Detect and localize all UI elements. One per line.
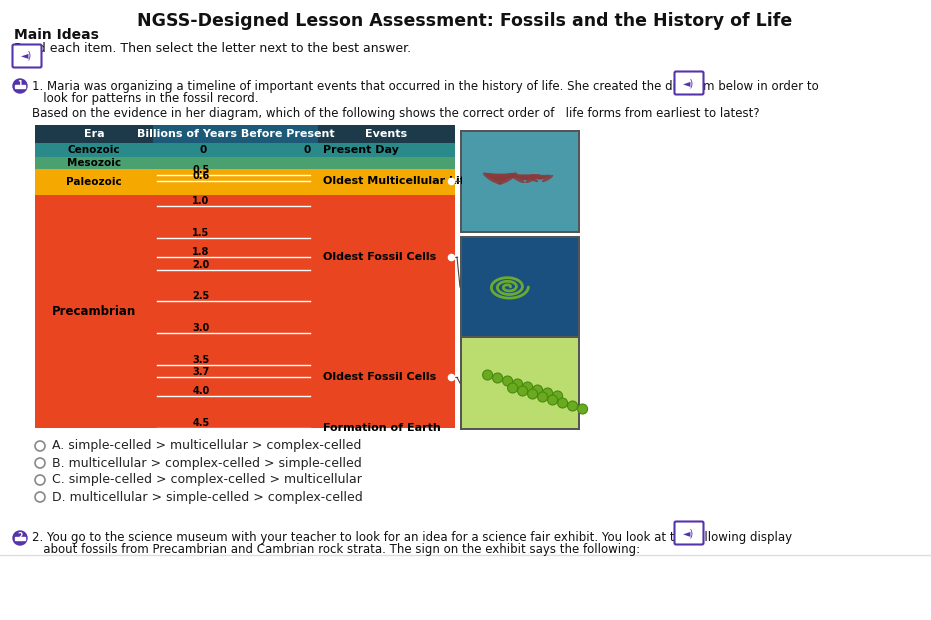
Text: 1.5: 1.5	[193, 228, 209, 238]
Text: Present Day: Present Day	[323, 145, 398, 155]
Circle shape	[518, 386, 528, 396]
Circle shape	[482, 370, 492, 380]
Text: 4.0: 4.0	[193, 386, 209, 396]
Text: 3.5: 3.5	[193, 355, 209, 365]
Ellipse shape	[527, 175, 538, 182]
Text: 0.6: 0.6	[193, 171, 209, 181]
Ellipse shape	[493, 173, 515, 181]
Ellipse shape	[537, 175, 550, 179]
Bar	[462, 238, 578, 336]
Bar	[460, 130, 580, 233]
Text: Formation of Earth: Formation of Earth	[323, 423, 440, 433]
Text: 3.0: 3.0	[193, 323, 209, 333]
Text: 2.0: 2.0	[193, 260, 209, 270]
Text: ◄): ◄)	[683, 78, 695, 88]
Bar	[318, 125, 455, 143]
Circle shape	[577, 404, 587, 414]
Text: Read each item. Then select the letter next to the best answer.: Read each item. Then select the letter n…	[14, 42, 412, 55]
Text: Mesozoic: Mesozoic	[67, 158, 121, 168]
Text: Paleozoic: Paleozoic	[66, 177, 122, 187]
Circle shape	[533, 385, 543, 395]
Text: C. simple-celled > complex-celled > multicellular: C. simple-celled > complex-celled > mult…	[52, 474, 362, 487]
Circle shape	[513, 379, 522, 389]
Bar	[35, 195, 455, 428]
Ellipse shape	[513, 174, 529, 180]
Ellipse shape	[489, 174, 511, 180]
Circle shape	[507, 383, 518, 393]
Bar	[35, 125, 153, 143]
Bar	[35, 157, 455, 169]
Circle shape	[537, 392, 547, 402]
FancyBboxPatch shape	[674, 521, 704, 544]
Text: 0: 0	[199, 145, 207, 155]
FancyBboxPatch shape	[674, 71, 704, 94]
Text: 1. Maria was organizing a timeline of important events that occurred in the hist: 1. Maria was organizing a timeline of im…	[32, 80, 818, 93]
Ellipse shape	[530, 175, 543, 179]
Text: 2: 2	[18, 532, 22, 541]
Text: 2. You go to the science museum with your teacher to look for an idea for a scie: 2. You go to the science museum with you…	[32, 531, 792, 544]
Bar	[462, 132, 578, 231]
Circle shape	[547, 395, 558, 405]
Circle shape	[543, 388, 553, 398]
Circle shape	[492, 373, 503, 383]
Text: Cenozoic: Cenozoic	[68, 145, 120, 155]
Ellipse shape	[510, 174, 525, 183]
Bar	[35, 143, 455, 157]
Circle shape	[528, 389, 537, 399]
Text: 1.0: 1.0	[193, 197, 209, 206]
Ellipse shape	[483, 172, 502, 185]
Circle shape	[553, 391, 562, 401]
Ellipse shape	[517, 174, 533, 179]
Bar	[15, 536, 25, 539]
Circle shape	[558, 398, 568, 408]
Text: 2.5: 2.5	[193, 291, 209, 301]
Bar	[462, 238, 578, 336]
Text: 1.8: 1.8	[193, 247, 209, 257]
Ellipse shape	[525, 174, 540, 183]
Bar	[153, 125, 318, 143]
Circle shape	[503, 376, 513, 386]
Ellipse shape	[533, 175, 546, 179]
Text: NGSS-Designed Lesson Assessment: Fossils and the History of Life: NGSS-Designed Lesson Assessment: Fossils…	[138, 12, 792, 30]
Ellipse shape	[542, 175, 553, 182]
FancyBboxPatch shape	[12, 45, 42, 68]
Text: Based on the evidence in her diagram, which of the following shows the correct o: Based on the evidence in her diagram, wh…	[32, 107, 760, 120]
Text: Era: Era	[84, 129, 104, 139]
Text: 4.5: 4.5	[193, 418, 209, 428]
Bar	[462, 132, 578, 231]
Text: D. multicellular > simple-celled > complex-celled: D. multicellular > simple-celled > compl…	[52, 490, 363, 503]
Text: ◄): ◄)	[683, 528, 695, 538]
Circle shape	[13, 79, 27, 93]
Bar	[460, 336, 580, 430]
Text: Precambrian: Precambrian	[52, 305, 136, 318]
Text: 3.7: 3.7	[193, 367, 209, 378]
Circle shape	[13, 531, 27, 545]
Bar	[462, 338, 578, 428]
Text: 0.5: 0.5	[193, 165, 209, 175]
Text: A. simple-celled > multicellular > complex-celled: A. simple-celled > multicellular > compl…	[52, 440, 361, 453]
Text: Oldest Fossil Cells: Oldest Fossil Cells	[323, 252, 437, 262]
Text: ◄): ◄)	[21, 51, 33, 61]
Bar	[462, 338, 578, 428]
Ellipse shape	[498, 172, 517, 185]
Ellipse shape	[520, 174, 537, 180]
Circle shape	[522, 382, 533, 392]
Text: B. multicellular > complex-celled > simple-celled: B. multicellular > complex-celled > simp…	[52, 456, 362, 469]
Text: Events: Events	[366, 129, 408, 139]
Text: 1: 1	[18, 80, 22, 89]
Text: Billions of Years Before Present: Billions of Years Before Present	[137, 129, 334, 139]
Text: look for patterns in the fossil record.: look for patterns in the fossil record.	[32, 92, 259, 105]
Text: about fossils from Precambrian and Cambrian rock strata. The sign on the exhibit: about fossils from Precambrian and Cambr…	[32, 543, 641, 556]
Bar	[15, 84, 25, 87]
Ellipse shape	[485, 173, 506, 181]
Text: Oldest Fossil Cells: Oldest Fossil Cells	[323, 373, 437, 383]
Text: Main Ideas: Main Ideas	[14, 28, 99, 42]
Bar	[460, 236, 580, 338]
Circle shape	[568, 401, 577, 411]
Text: 0: 0	[304, 145, 311, 155]
Bar	[35, 169, 455, 195]
Text: Oldest Multicellular Life: Oldest Multicellular Life	[323, 176, 472, 186]
